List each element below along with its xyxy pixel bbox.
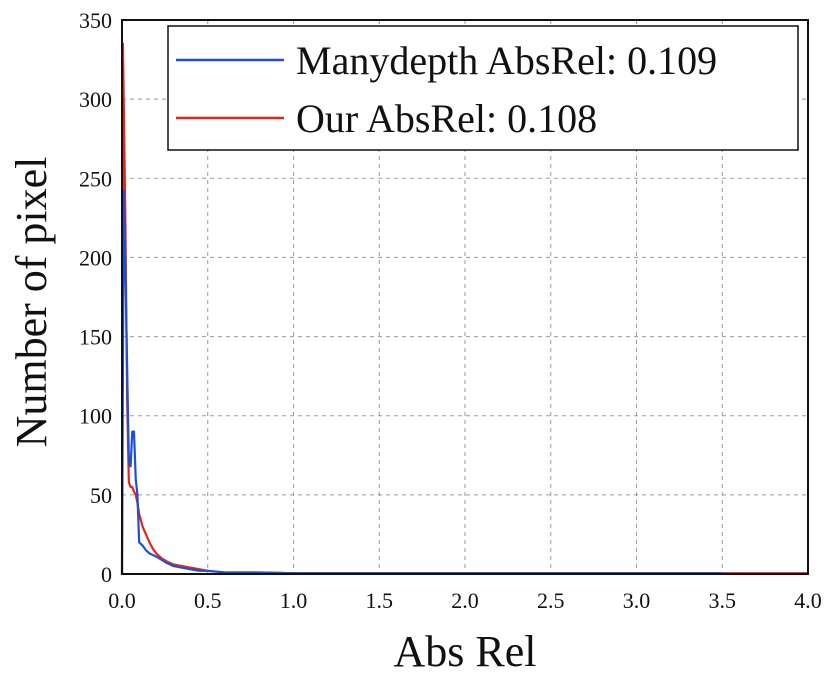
x-tick-label: 2.5 xyxy=(537,588,565,613)
x-axis-ticks: 0.0 0.5 1.0 1.5 2.0 2.5 3.0 3.5 4.0 xyxy=(108,588,822,613)
y-tick-label: 0 xyxy=(101,562,112,587)
y-axis-ticks: 0 50 100 150 200 250 300 350 xyxy=(79,8,112,587)
y-axis-label: Number of pixel xyxy=(7,157,56,448)
x-tick-label: 3.0 xyxy=(623,588,651,613)
y-tick-label: 250 xyxy=(79,166,112,191)
y-tick-label: 350 xyxy=(79,8,112,33)
plot-frame xyxy=(121,19,809,575)
x-tick-label: 2.0 xyxy=(451,588,479,613)
y-tick-label: 300 xyxy=(79,87,112,112)
x-tick-label: 3.5 xyxy=(709,588,737,613)
legend-label-ours: Our AbsRel: 0.108 xyxy=(296,96,597,141)
legend-label-manydepth: Manydepth AbsRel: 0.109 xyxy=(296,38,717,83)
x-tick-label: 1.5 xyxy=(366,588,394,613)
y-tick-label: 200 xyxy=(79,245,112,270)
series-line-manydepth xyxy=(120,189,723,575)
legend-box xyxy=(167,25,799,151)
y-tick-label: 150 xyxy=(79,325,112,350)
legend: Manydepth AbsRel: 0.109 Our AbsRel: 0.10… xyxy=(167,25,799,151)
y-tick-label: 100 xyxy=(79,404,112,429)
x-tick-label: 4.0 xyxy=(794,588,822,613)
y-tick-label: 50 xyxy=(90,483,112,508)
x-tick-label: 1.0 xyxy=(280,588,308,613)
x-tick-label: 0.5 xyxy=(194,588,222,613)
x-axis-label: Abs Rel xyxy=(394,627,537,676)
x-tick-label: 0.0 xyxy=(108,588,136,613)
